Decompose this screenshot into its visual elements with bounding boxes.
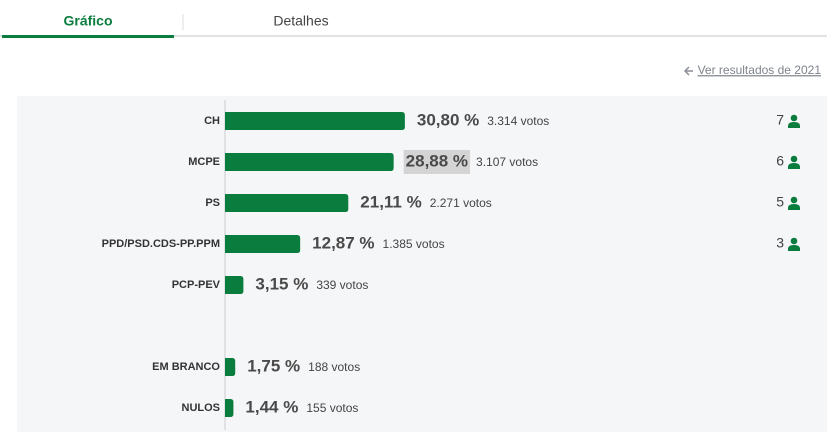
value-label: 28,88 % — [406, 151, 468, 170]
seats-label: 7 — [776, 112, 784, 128]
bar — [225, 358, 236, 376]
category-label: PS — [205, 197, 220, 209]
bar — [225, 194, 349, 212]
seat-icon-body — [788, 163, 800, 169]
seat-icon-body — [788, 245, 800, 251]
back-link[interactable]: Ver resultados de 2021 — [683, 63, 822, 77]
value-label: 3,15 % — [255, 274, 308, 293]
votes-label: 2.271 votos — [430, 196, 492, 210]
value-label: 12,87 % — [312, 233, 374, 252]
seats-label: 5 — [776, 194, 784, 210]
arrow-icon — [683, 66, 693, 76]
seat-icon-head — [790, 114, 798, 122]
selection-highlight — [403, 150, 471, 174]
tab-detalhes[interactable]: Detalhes — [273, 13, 328, 29]
chart-panel — [17, 96, 827, 432]
value-label: 21,11 % — [360, 192, 421, 211]
category-label: NULOS — [182, 402, 221, 414]
votes-label: 339 votos — [316, 278, 368, 292]
category-label: EM BRANCO — [152, 361, 220, 373]
seat-icon-body — [788, 204, 800, 210]
bar — [225, 399, 234, 417]
votes-label: 3.314 votos — [487, 114, 549, 128]
votes-label: 1.385 votos — [383, 237, 445, 251]
tab-bar — [0, 35, 827, 37]
bar — [224, 153, 394, 171]
seat-icon-head — [790, 155, 798, 163]
bar — [225, 235, 301, 253]
bar — [225, 112, 405, 130]
seat-icon-head — [790, 196, 798, 204]
rows: CH 30,80 % 3.314 votos 7 MCPE 28,88 % 3.107 vo… — [102, 110, 800, 417]
votes-label: 155 votos — [306, 401, 358, 415]
seat-icon-head — [790, 237, 798, 245]
votes-label: 3.107 votos — [476, 155, 538, 169]
seats-label: 3 — [776, 235, 784, 251]
value-label: 1,75 % — [247, 356, 300, 375]
bar — [225, 276, 244, 294]
category-label: PCP-PEV — [172, 279, 221, 291]
value-label: 1,44 % — [245, 397, 298, 416]
category-label: MCPE — [188, 156, 220, 168]
tab-underline — [2, 35, 174, 38]
category-label: CH — [204, 115, 220, 127]
tab-grafico[interactable]: Gráfico — [63, 13, 112, 29]
seats-label: 6 — [776, 153, 784, 169]
value-label: 30,80 % — [417, 110, 479, 129]
category-label: PPD/PSD.CDS-PP.PPM — [102, 238, 220, 250]
seat-icon-body — [788, 122, 800, 128]
link-text[interactable]: Ver resultados de 2021 — [698, 63, 822, 77]
votes-label: 188 votos — [308, 360, 360, 374]
